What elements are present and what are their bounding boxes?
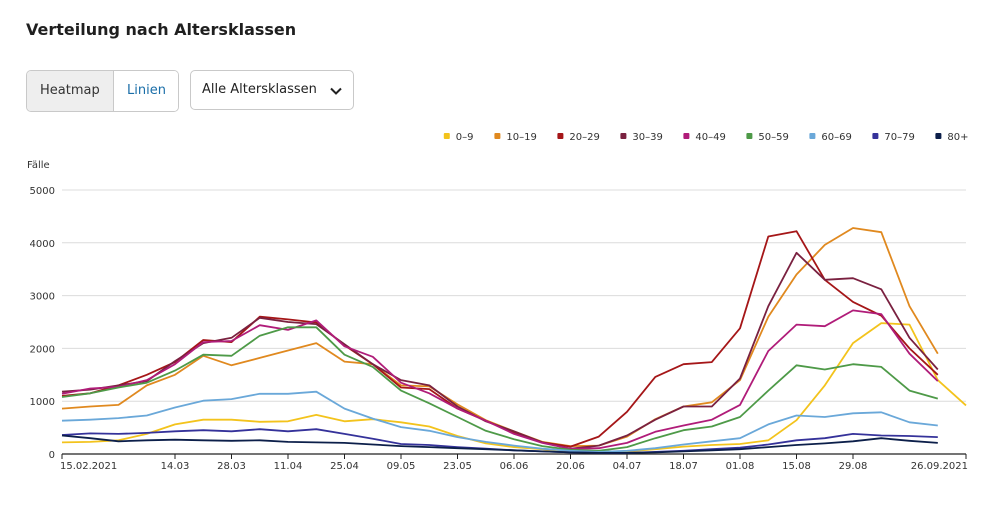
page-title: Verteilung nach Altersklassen bbox=[26, 20, 297, 39]
age-class-select[interactable]: Alle Altersklassen bbox=[190, 70, 354, 110]
legend-swatch bbox=[494, 133, 501, 139]
heatmap-button[interactable]: Heatmap bbox=[27, 71, 114, 111]
x-tick-label: 11.04 bbox=[274, 461, 303, 472]
x-tick-label: 28.03 bbox=[217, 461, 246, 472]
legend-label: 20–29 bbox=[569, 132, 599, 143]
legend-label: 50–59 bbox=[758, 132, 788, 143]
linien-button[interactable]: Linien bbox=[114, 71, 178, 111]
x-tick-label: 20.06 bbox=[556, 461, 585, 472]
legend-label: 70–79 bbox=[884, 132, 914, 143]
x-tick-label: 14.03 bbox=[161, 461, 190, 472]
legend-swatch bbox=[557, 133, 564, 139]
y-tick-label: 0 bbox=[49, 450, 55, 461]
y-tick-label: 3000 bbox=[30, 292, 55, 303]
series-line-10–19 bbox=[61, 227, 939, 448]
y-tick-label: 5000 bbox=[30, 186, 55, 197]
x-tick-label: 23.05 bbox=[443, 461, 472, 472]
view-toggle: Heatmap Linien bbox=[26, 70, 179, 112]
series-line-50–59 bbox=[61, 326, 939, 452]
legend-swatch bbox=[746, 133, 753, 139]
x-tick-label: 18.07 bbox=[669, 461, 698, 472]
age-class-select-value: Alle Altersklassen bbox=[202, 82, 317, 97]
y-tick-label: 4000 bbox=[30, 239, 55, 250]
series-line-0–9 bbox=[61, 322, 967, 453]
x-tick-label: 15.02.2021 bbox=[60, 461, 117, 472]
legend-swatch bbox=[809, 133, 816, 139]
legend-swatch bbox=[683, 133, 690, 139]
legend-swatch bbox=[620, 133, 627, 139]
legend-swatch bbox=[935, 133, 942, 139]
legend-label: 40–49 bbox=[695, 132, 725, 143]
series-line-40–49 bbox=[61, 309, 939, 450]
series-line-80+ bbox=[61, 434, 938, 454]
x-tick-label: 09.05 bbox=[387, 461, 416, 472]
legend-label: 80+ bbox=[947, 132, 968, 143]
legend-label: 30–39 bbox=[632, 132, 662, 143]
x-tick-label: 06.06 bbox=[500, 461, 529, 472]
x-tick-label: 15.08 bbox=[782, 461, 811, 472]
y-tick-label: 2000 bbox=[30, 344, 55, 355]
y-axis-label: Fälle bbox=[27, 160, 50, 171]
chevron-down-icon bbox=[329, 83, 343, 102]
x-tick-label: 04.07 bbox=[613, 461, 642, 472]
x-tick-label: 01.08 bbox=[726, 461, 755, 472]
legend-label: 60–69 bbox=[821, 132, 851, 143]
y-tick-label: 1000 bbox=[30, 397, 55, 408]
legend-label: 10–19 bbox=[506, 132, 536, 143]
series-line-60–69 bbox=[61, 390, 938, 453]
x-tick-label: 25.04 bbox=[330, 461, 359, 472]
line-chart: Fälle 0 1000 2000 3000 4000 5000 15.02.2021 14.0… bbox=[27, 132, 969, 472]
legend-swatch bbox=[872, 133, 879, 139]
x-tick-label: 29.08 bbox=[839, 461, 868, 472]
legend-swatch bbox=[443, 133, 450, 139]
legend-label: 0–9 bbox=[456, 132, 474, 143]
x-tick-label: 26.09.2021 bbox=[911, 461, 968, 472]
